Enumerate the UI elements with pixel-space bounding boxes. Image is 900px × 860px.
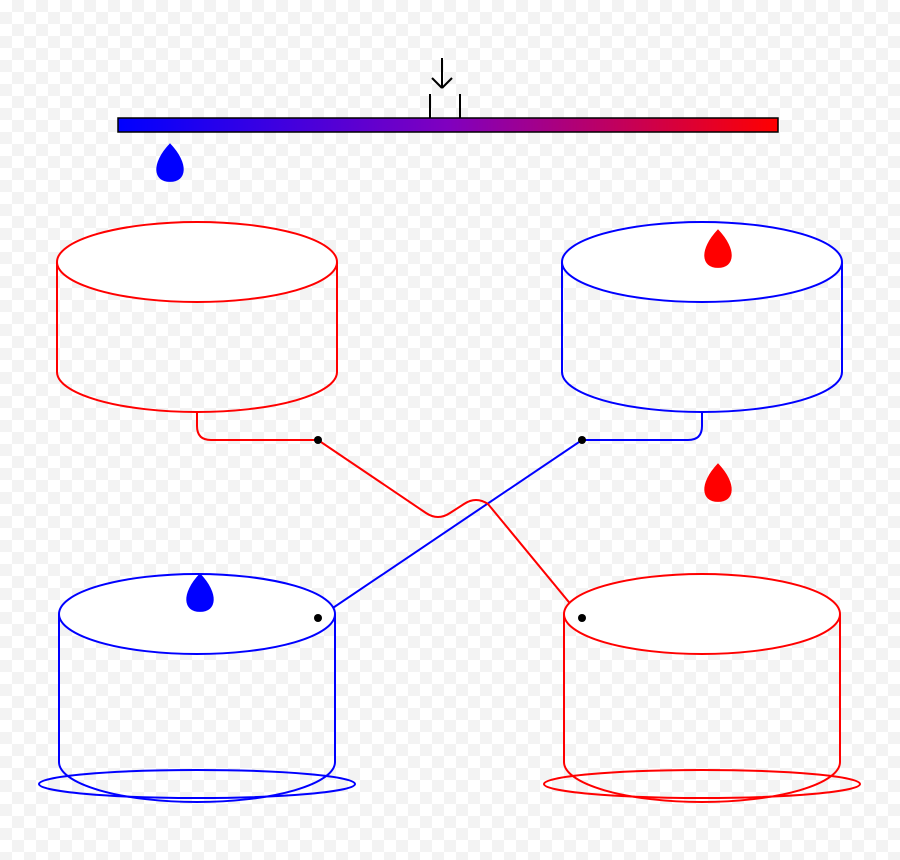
red-drop-mid-icon <box>705 464 731 501</box>
junction-dot <box>578 436 586 444</box>
diagram-canvas <box>0 0 900 860</box>
input-arrow-icon <box>432 58 452 88</box>
junction-dot <box>314 614 322 622</box>
top-left-tank <box>57 222 337 412</box>
gradient-bar <box>118 118 778 132</box>
junction-dot <box>314 436 322 444</box>
blue-drop-top-icon <box>157 144 183 181</box>
bottom-right-tank <box>544 574 860 802</box>
junction-dot <box>578 614 586 622</box>
bottom-right-tank-base <box>544 770 860 798</box>
bottom-left-tank-base <box>39 770 355 798</box>
top-right-tank <box>562 222 842 412</box>
